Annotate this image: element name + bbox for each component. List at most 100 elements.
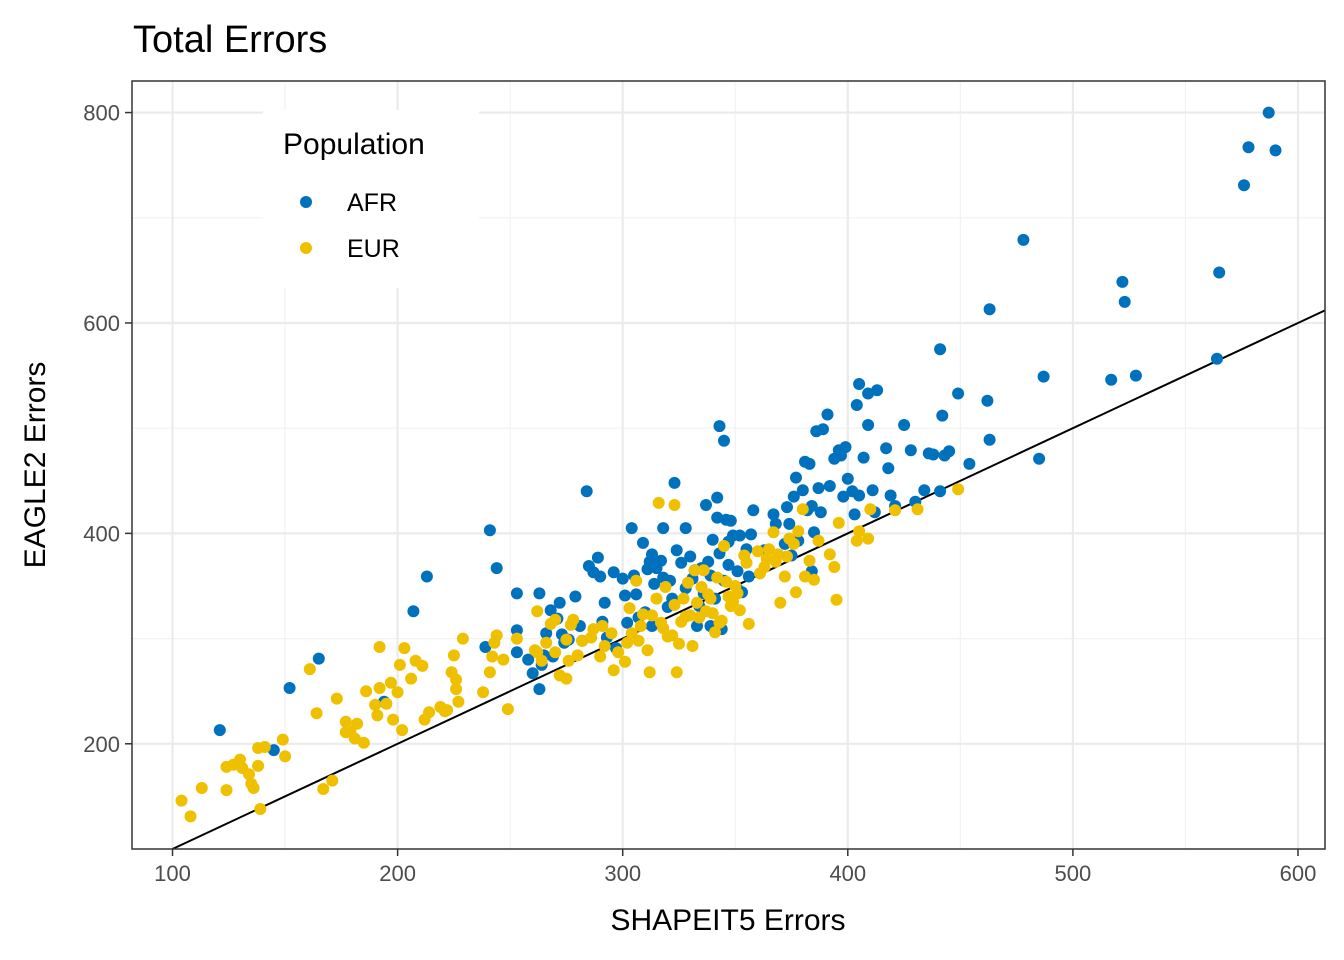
- point-afr: [983, 303, 996, 316]
- point-eur: [220, 784, 233, 797]
- point-eur: [688, 564, 701, 577]
- legend-key-afr: [300, 196, 312, 208]
- point-eur: [623, 602, 636, 615]
- point-eur: [862, 532, 875, 545]
- point-eur: [799, 570, 811, 583]
- point-eur: [686, 640, 699, 652]
- point-eur: [889, 504, 902, 517]
- point-afr: [540, 627, 553, 640]
- point-afr: [1037, 370, 1050, 383]
- point-afr: [1262, 106, 1275, 119]
- point-eur: [258, 741, 271, 753]
- legend: Population AFR EUR: [263, 110, 479, 288]
- point-eur: [850, 534, 863, 547]
- point-eur: [612, 646, 625, 659]
- point-eur: [452, 695, 465, 708]
- point-eur: [607, 664, 620, 677]
- point-afr: [655, 554, 667, 567]
- point-eur: [351, 717, 364, 730]
- point-eur: [393, 658, 406, 671]
- point-afr: [787, 490, 800, 503]
- point-afr: [781, 501, 793, 514]
- point-afr: [684, 550, 697, 563]
- minor-gridlines: [132, 81, 1325, 849]
- point-eur: [254, 803, 267, 815]
- point-afr: [821, 408, 834, 421]
- point-afr: [790, 471, 802, 484]
- point-afr: [483, 524, 496, 537]
- point-eur: [549, 646, 562, 659]
- x-axis-title: SHAPEIT5 Errors: [610, 904, 845, 937]
- point-eur: [605, 627, 618, 640]
- point-afr: [213, 724, 226, 737]
- x-tick-label: 600: [1280, 861, 1317, 886]
- point-eur: [767, 526, 780, 539]
- point-afr: [934, 343, 947, 356]
- point-eur: [317, 783, 330, 795]
- point-afr: [866, 484, 879, 497]
- point-afr: [526, 667, 539, 680]
- y-axis-title: EAGLE2 Errors: [19, 362, 52, 569]
- point-eur: [510, 632, 523, 645]
- point-afr: [783, 517, 796, 530]
- point-eur: [450, 673, 463, 686]
- data-points: [175, 106, 1282, 823]
- point-eur: [405, 672, 418, 685]
- point-eur: [310, 707, 323, 720]
- point-eur: [276, 733, 289, 746]
- point-afr: [713, 420, 726, 433]
- point-afr: [747, 504, 760, 517]
- point-afr: [533, 587, 546, 600]
- point-eur: [531, 605, 544, 618]
- point-eur: [715, 614, 728, 627]
- point-eur: [781, 550, 793, 563]
- point-eur: [423, 706, 436, 719]
- point-afr: [706, 533, 719, 546]
- point-eur: [666, 629, 679, 642]
- legend-label-eur: EUR: [347, 235, 400, 263]
- point-afr: [850, 399, 863, 411]
- point-afr: [823, 480, 836, 492]
- point-eur: [373, 641, 386, 653]
- point-eur: [497, 653, 510, 666]
- point-afr: [580, 485, 593, 498]
- point-eur: [598, 640, 611, 652]
- point-afr: [733, 529, 746, 542]
- point-afr: [1105, 373, 1118, 386]
- point-eur: [828, 561, 841, 573]
- point-eur: [670, 666, 683, 679]
- point-eur: [652, 496, 665, 509]
- x-tick-label: 300: [604, 861, 641, 886]
- point-eur: [252, 759, 265, 772]
- point-afr: [1033, 452, 1046, 465]
- point-eur: [853, 525, 866, 538]
- point-eur: [632, 634, 645, 647]
- point-afr: [711, 491, 724, 504]
- point-afr: [522, 653, 535, 666]
- point-eur: [709, 626, 721, 639]
- point-afr: [767, 508, 780, 521]
- point-eur: [823, 548, 836, 561]
- point-afr: [936, 409, 949, 422]
- point-eur: [483, 666, 496, 679]
- x-tick-label: 500: [1055, 861, 1092, 886]
- point-afr: [724, 514, 737, 527]
- point-afr: [1238, 179, 1250, 192]
- y-tick-label: 600: [83, 311, 120, 336]
- point-afr: [625, 522, 638, 535]
- point-eur: [668, 499, 681, 511]
- point-eur: [740, 556, 753, 569]
- point-eur: [441, 704, 454, 717]
- point-eur: [371, 709, 384, 722]
- point-afr: [619, 589, 631, 602]
- point-eur: [348, 732, 361, 745]
- point-afr: [963, 457, 976, 470]
- point-afr: [880, 442, 893, 455]
- point-afr: [718, 434, 730, 447]
- legend-entries: AFR EUR: [300, 189, 400, 263]
- point-afr: [630, 588, 643, 601]
- point-eur: [718, 540, 730, 552]
- point-eur: [303, 663, 316, 676]
- point-eur: [711, 571, 724, 584]
- point-eur: [594, 650, 607, 663]
